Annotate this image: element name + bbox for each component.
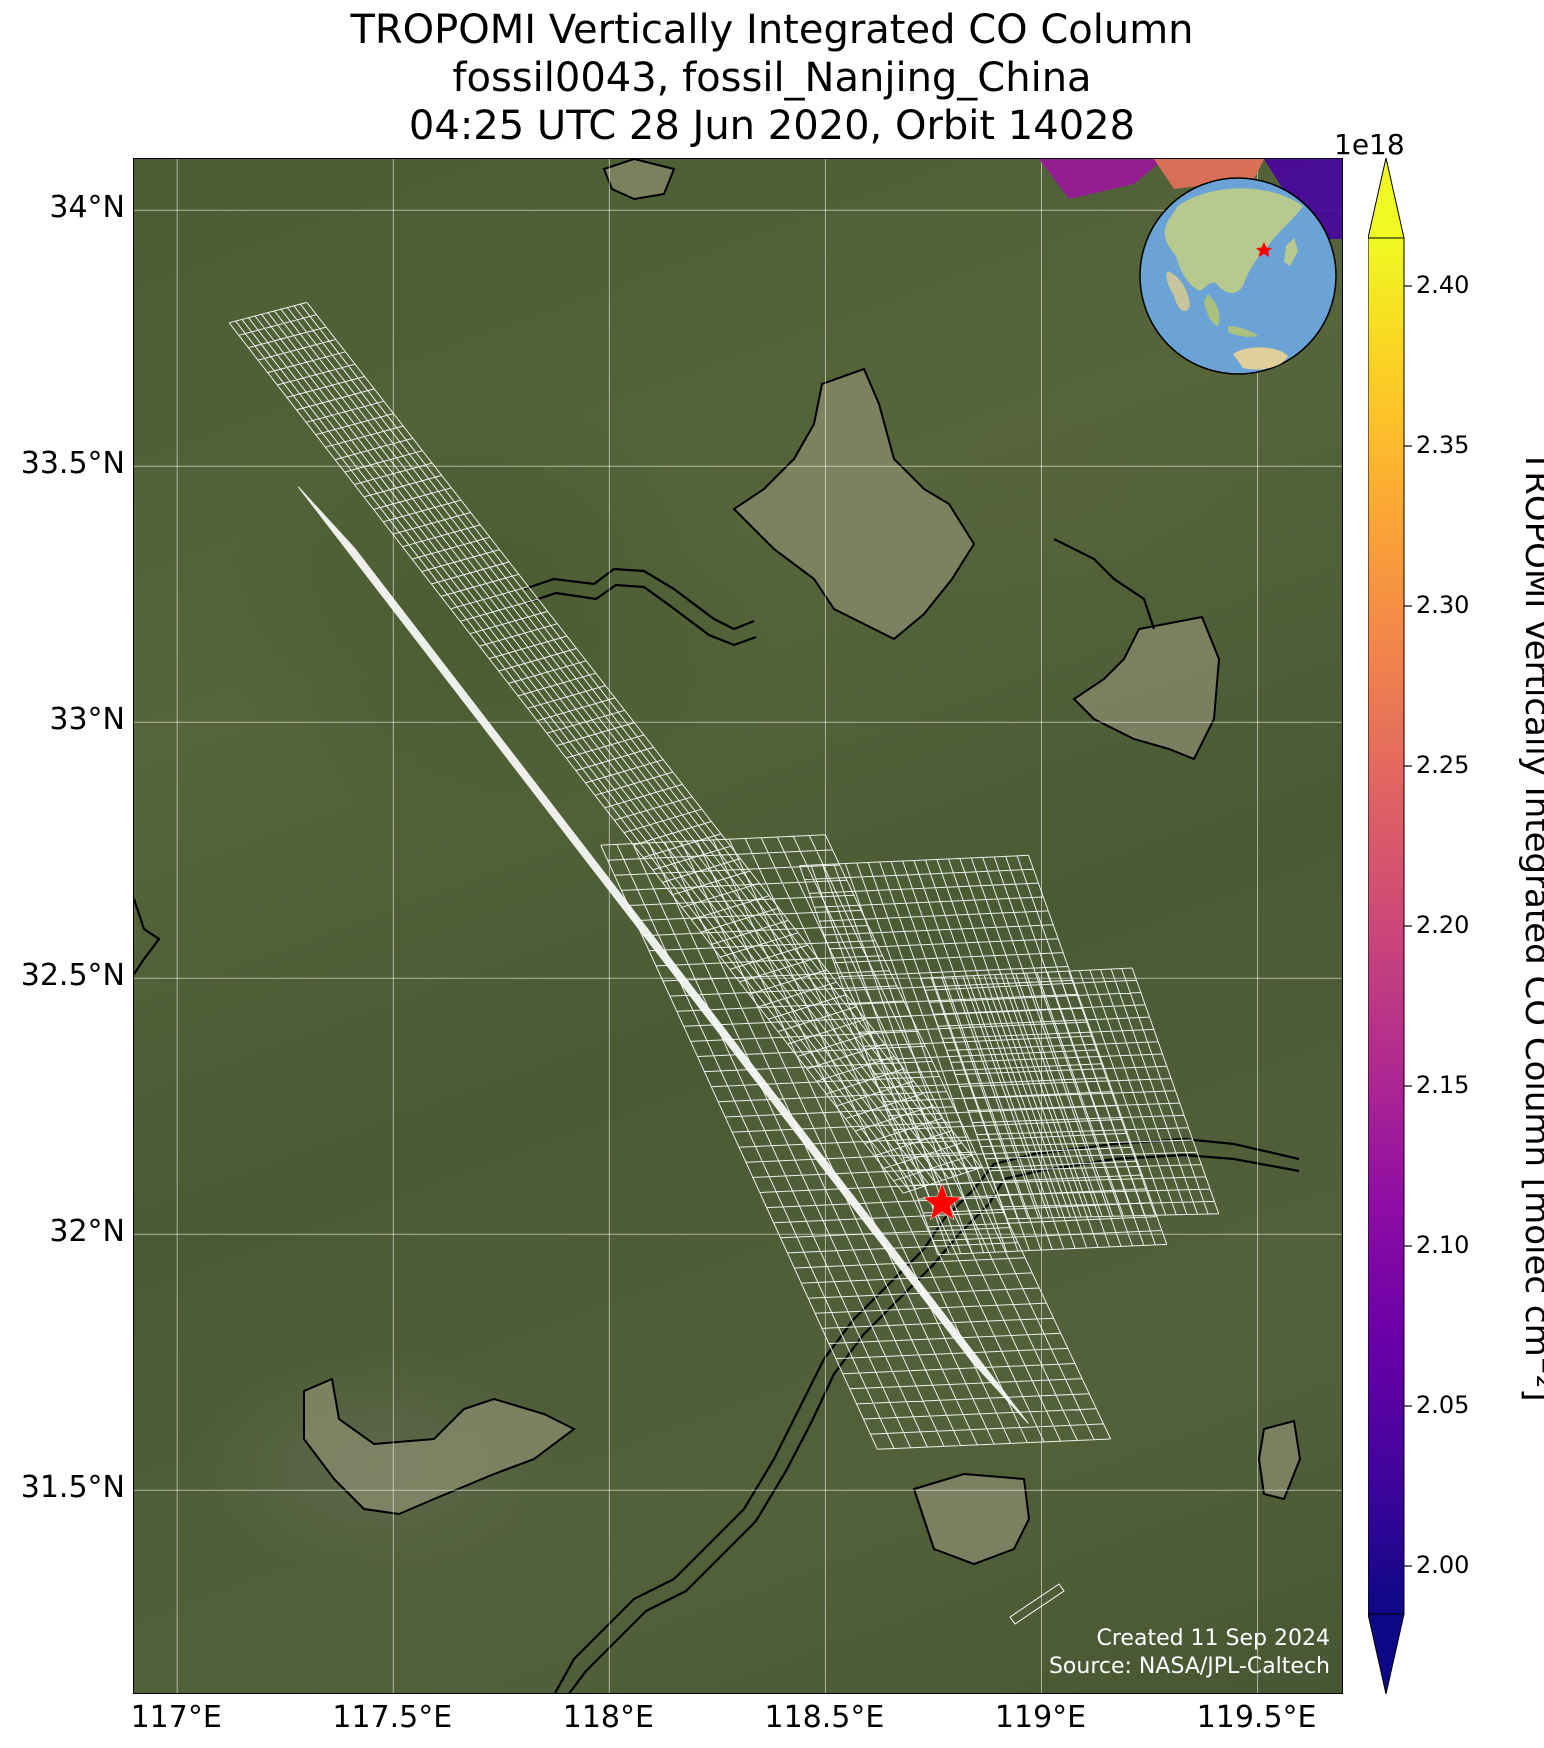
globe-land-se-asia bbox=[1204, 294, 1258, 337]
lake-north-east bbox=[1257, 1419, 1302, 1501]
yangtze-coast-west bbox=[134, 898, 161, 975]
colorbar-tick-label: 2.40 bbox=[1416, 271, 1470, 299]
colorbar-tick-label: 2.25 bbox=[1416, 751, 1470, 779]
colorbar-tick-label: 2.35 bbox=[1416, 431, 1470, 459]
colorbar-tick-label: 2.20 bbox=[1416, 911, 1470, 939]
lake-chaohu bbox=[303, 1377, 576, 1516]
latitude-tick-label: 34°N bbox=[49, 190, 125, 226]
map-panel: Created 11 Sep 2024 Source: NASA/JPL-Cal… bbox=[133, 158, 1343, 1694]
colorbar-tick-label: 2.15 bbox=[1416, 1071, 1470, 1099]
water-bodies bbox=[303, 159, 1302, 1566]
colorbar-extend-max bbox=[1368, 158, 1405, 239]
longitude-tick-label: 119°E bbox=[994, 1700, 1087, 1735]
globe-locator-inset bbox=[1139, 177, 1337, 375]
chart-title-line-3: 04:25 UTC 28 Jun 2020, Orbit 14028 bbox=[408, 103, 1136, 149]
swath-grid bbox=[799, 854, 1168, 1256]
colorbar-tick-label: 2.00 bbox=[1416, 1551, 1470, 1579]
globe-land-india bbox=[1166, 271, 1190, 312]
chart-title-line-1: TROPOMI Vertically Integrated CO Column bbox=[350, 7, 1194, 53]
latitude-tick-label: 31.5°N bbox=[20, 1470, 125, 1506]
latitude-tick-label: 33.5°N bbox=[20, 446, 125, 482]
globe-land-asia bbox=[1164, 188, 1303, 293]
colorbar-label: TROPOMI Vertically Integrated CO Column … bbox=[1517, 450, 1544, 1402]
globe-site-marker bbox=[1256, 242, 1272, 257]
huai-river-bank bbox=[525, 583, 757, 647]
lake-hongze bbox=[732, 367, 976, 641]
huai-river bbox=[523, 567, 755, 631]
colorbar-extend-min bbox=[1368, 1613, 1405, 1694]
credit-text: Created 11 Sep 2024 Source: NASA/JPL-Cal… bbox=[1049, 1625, 1330, 1681]
colored-pixels bbox=[1039, 159, 1342, 239]
colorbar-tick-marks bbox=[1404, 285, 1412, 1567]
map-canvas bbox=[134, 159, 1342, 1693]
colorbar-exponent: 1e18 bbox=[1334, 128, 1405, 161]
site-star-marker bbox=[922, 1182, 962, 1221]
lake-shijiu bbox=[912, 1472, 1031, 1566]
credit-source: Source: NASA/JPL-Caltech bbox=[1048, 1654, 1330, 1679]
longitude-tick-label: 117.5°E bbox=[332, 1700, 453, 1735]
longitude-tick-label: 118°E bbox=[562, 1700, 654, 1735]
colorbar bbox=[1368, 158, 1412, 1694]
latitude-tick-label: 33°N bbox=[49, 702, 125, 738]
credit-created: Created 11 Sep 2024 bbox=[1096, 1626, 1331, 1651]
colorbar-tick-label: 2.05 bbox=[1416, 1391, 1470, 1419]
swath-pixel-lines bbox=[600, 834, 1112, 1450]
lake-luoma bbox=[602, 159, 676, 201]
swath-grid bbox=[600, 834, 1112, 1450]
pixel-orange bbox=[1154, 159, 1264, 189]
swath-grid bbox=[920, 967, 1220, 1220]
globe-land-australia bbox=[1233, 347, 1288, 370]
yangtze-river bbox=[553, 1137, 1300, 1693]
lake-gaoyou bbox=[1072, 615, 1221, 761]
chart-title-line-2: fossil0043, fossil_Nanjing_China bbox=[452, 55, 1092, 101]
swath-pixel-lines bbox=[799, 854, 1168, 1256]
colorbar-tick-label: 2.10 bbox=[1416, 1231, 1470, 1259]
longitude-tick-label: 119.5°E bbox=[1196, 1700, 1317, 1735]
colorbar-gradient bbox=[1368, 237, 1405, 1615]
swath-pixel-lines bbox=[920, 967, 1220, 1220]
longitude-tick-label: 118.5°E bbox=[764, 1700, 885, 1735]
globe-land-japan bbox=[1284, 238, 1298, 266]
latitude-tick-label: 32°N bbox=[49, 1214, 125, 1250]
colorbar-tick-label: 2.30 bbox=[1416, 591, 1470, 619]
yangtze-north-channel bbox=[1053, 538, 1156, 630]
latitude-tick-label: 32.5°N bbox=[20, 958, 125, 994]
pixel-indigo bbox=[1264, 159, 1342, 239]
swath-fragment bbox=[1009, 1583, 1065, 1625]
pixel-purple bbox=[1039, 159, 1164, 199]
longitude-tick-label: 117°E bbox=[130, 1700, 222, 1735]
tropomi-swaths bbox=[228, 301, 1220, 1450]
